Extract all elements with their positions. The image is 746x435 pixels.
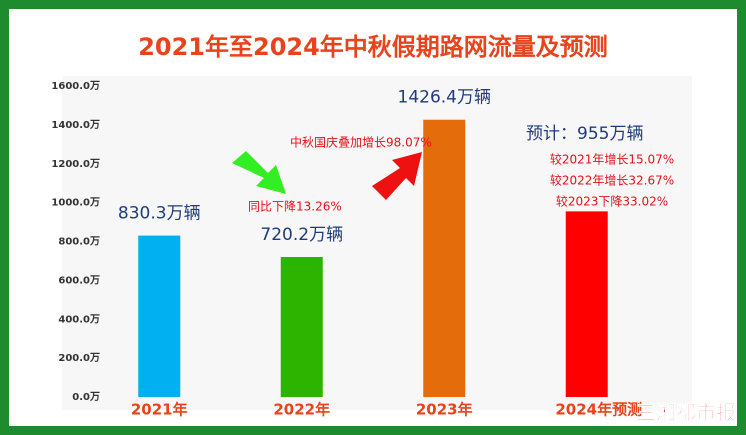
y-tick-label: 400.0万 (58, 313, 100, 325)
y-tick-label: 1600.0万 (51, 80, 100, 92)
value-label: 830.3万辆 (118, 204, 201, 224)
bar (423, 119, 466, 397)
annotation: 中秋国庆叠加增长98.07% (290, 135, 432, 150)
arrow-up (372, 152, 422, 200)
annotation: 较2023下降33.02% (556, 194, 668, 209)
watermark: 三湘都市报 (636, 401, 736, 425)
y-tick-label: 600.0万 (58, 274, 100, 286)
bar (565, 211, 608, 397)
y-tick-label: 1400.0万 (51, 119, 100, 131)
value-label: 720.2万辆 (260, 225, 343, 245)
y-tick-label: 800.0万 (58, 236, 100, 248)
x-tick-label: 2021年 (131, 401, 188, 419)
y-tick-label: 1000.0万 (51, 197, 100, 209)
annotation: 较2022年增长32.67% (550, 173, 674, 188)
annotation: 较2021年增长15.07% (550, 152, 674, 167)
annotation: 同比下降13.26% (248, 200, 342, 214)
y-tick-label: 1200.0万 (51, 158, 100, 170)
bar (138, 235, 181, 397)
value-label: 预计：955万辆 (526, 124, 643, 144)
bar (280, 257, 323, 397)
y-tick-label: 200.0万 (58, 352, 100, 364)
value-label: 1426.4万辆 (398, 88, 491, 108)
x-tick-label: 2024年预测 (555, 401, 642, 419)
chart-title: 2021年至2024年中秋假期路网流量及预测 (138, 33, 608, 61)
x-tick-label: 2023年 (416, 401, 473, 419)
x-tick-label: 2022年 (273, 401, 330, 419)
arrow-down (232, 151, 286, 194)
y-tick-label: 0.0万 (72, 391, 100, 403)
